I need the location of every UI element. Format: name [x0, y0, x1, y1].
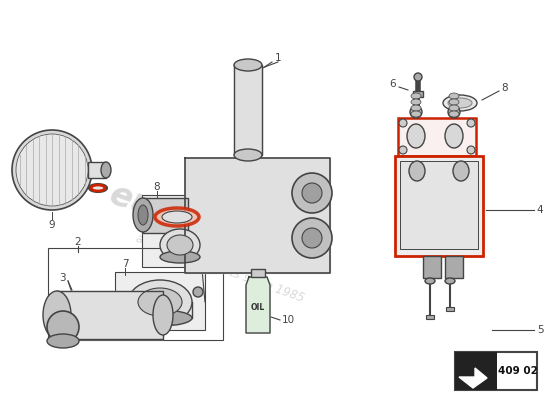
Ellipse shape	[445, 278, 455, 284]
Ellipse shape	[453, 161, 469, 181]
Bar	[445, 256, 463, 278]
Ellipse shape	[399, 119, 407, 127]
Ellipse shape	[155, 208, 199, 226]
Polygon shape	[234, 65, 262, 155]
Text: OIL: OIL	[251, 302, 265, 312]
Bar	[48, 248, 223, 340]
Ellipse shape	[414, 73, 422, 81]
Ellipse shape	[133, 198, 153, 232]
Polygon shape	[459, 368, 487, 388]
Ellipse shape	[138, 205, 148, 225]
Text: eurospares: eurospares	[105, 178, 315, 282]
Ellipse shape	[167, 235, 193, 255]
Ellipse shape	[467, 119, 475, 127]
Ellipse shape	[128, 310, 192, 326]
Ellipse shape	[399, 146, 407, 154]
Ellipse shape	[47, 311, 79, 343]
Ellipse shape	[411, 111, 421, 117]
Bar	[400, 161, 478, 249]
Polygon shape	[57, 291, 163, 339]
Ellipse shape	[409, 161, 425, 181]
Ellipse shape	[101, 162, 111, 178]
Ellipse shape	[407, 124, 425, 148]
Ellipse shape	[128, 280, 192, 324]
Ellipse shape	[449, 105, 459, 111]
Ellipse shape	[410, 106, 422, 118]
Text: 9: 9	[49, 220, 56, 230]
Ellipse shape	[12, 130, 92, 210]
Ellipse shape	[411, 93, 421, 99]
Polygon shape	[246, 277, 270, 333]
Bar	[426, 315, 434, 319]
Ellipse shape	[425, 278, 435, 284]
Bar	[143, 198, 188, 233]
Ellipse shape	[234, 59, 262, 71]
Text: 409 02: 409 02	[498, 366, 538, 376]
Ellipse shape	[160, 251, 200, 263]
Bar	[446, 307, 454, 311]
Ellipse shape	[411, 99, 421, 105]
Bar	[88, 162, 106, 178]
Bar	[142, 195, 220, 267]
Text: 8: 8	[153, 182, 160, 192]
Polygon shape	[185, 158, 330, 273]
Text: 8: 8	[502, 83, 508, 93]
Text: 2: 2	[75, 237, 81, 247]
Ellipse shape	[292, 218, 332, 258]
Ellipse shape	[443, 95, 477, 111]
Ellipse shape	[16, 134, 88, 206]
Bar	[251, 269, 265, 277]
Text: a passion for parts since 1985: a passion for parts since 1985	[134, 232, 306, 304]
Ellipse shape	[449, 111, 459, 117]
Bar	[115, 272, 205, 330]
Text: 6: 6	[390, 79, 397, 89]
Ellipse shape	[302, 183, 322, 203]
Text: 3: 3	[59, 273, 65, 283]
Text: 7: 7	[122, 259, 128, 269]
Ellipse shape	[160, 229, 200, 261]
Ellipse shape	[445, 124, 463, 148]
Ellipse shape	[449, 99, 459, 105]
Ellipse shape	[47, 334, 79, 348]
Ellipse shape	[162, 211, 192, 223]
Ellipse shape	[89, 184, 107, 192]
Ellipse shape	[193, 287, 203, 297]
Ellipse shape	[153, 295, 173, 335]
Ellipse shape	[43, 291, 71, 339]
Ellipse shape	[448, 98, 472, 108]
Ellipse shape	[138, 288, 182, 316]
Text: 5: 5	[537, 325, 543, 335]
Ellipse shape	[411, 105, 421, 111]
Text: 4: 4	[537, 205, 543, 215]
Ellipse shape	[448, 106, 460, 118]
Text: 1: 1	[274, 53, 281, 63]
Bar	[413, 91, 423, 97]
Bar	[455, 352, 497, 390]
Text: 10: 10	[282, 315, 295, 325]
Bar	[398, 118, 476, 156]
Ellipse shape	[302, 228, 322, 248]
Ellipse shape	[467, 146, 475, 154]
Ellipse shape	[449, 93, 459, 99]
Bar	[455, 352, 537, 390]
Ellipse shape	[234, 149, 262, 161]
Bar	[395, 156, 483, 256]
Bar	[423, 256, 441, 278]
Ellipse shape	[292, 173, 332, 213]
